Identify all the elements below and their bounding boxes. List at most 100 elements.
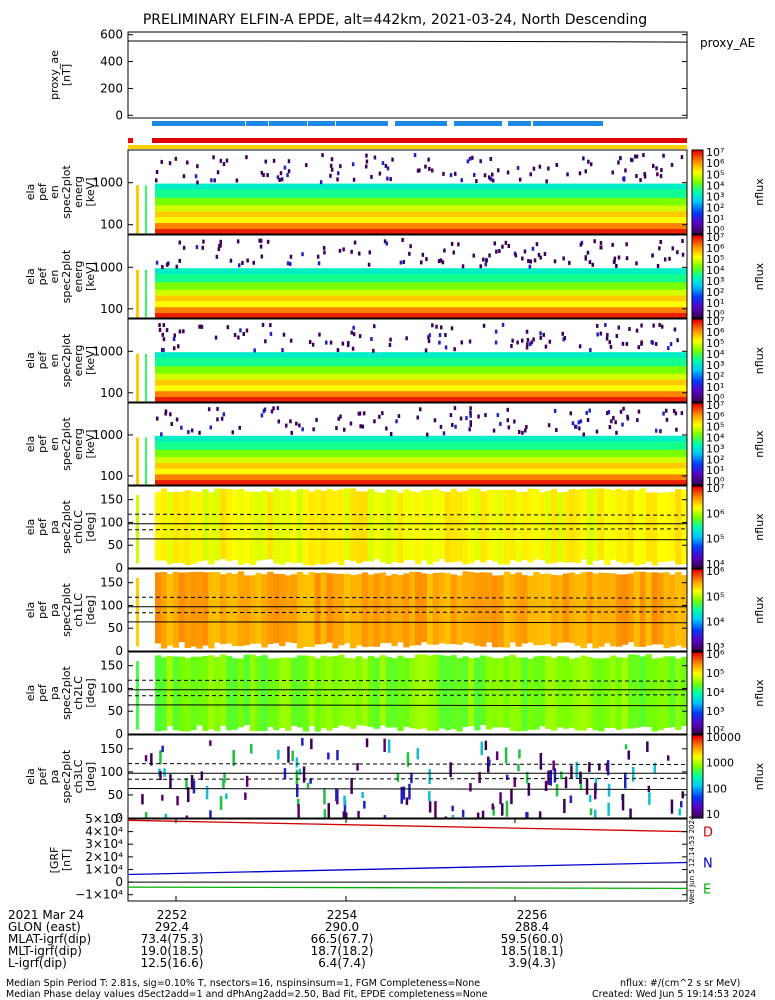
cbar-label-3-3: 10⁴ xyxy=(706,348,725,361)
cbar-seg-2-29 xyxy=(692,295,703,298)
cbar-seg-6-29 xyxy=(692,628,703,632)
cbar-seg-7-14 xyxy=(692,680,703,684)
en-pixel-1-45 xyxy=(532,166,536,171)
en-pixel-4-70 xyxy=(175,417,179,422)
en-pixel-2-72 xyxy=(488,253,491,258)
en-pixel-1-73 xyxy=(225,158,229,163)
en-pixel-4-56 xyxy=(358,411,362,416)
en-pixel-4-14 xyxy=(579,419,583,424)
pa-col-6-26 xyxy=(308,572,315,647)
cbar-label-1-1: 10⁶ xyxy=(706,157,725,170)
cbar-seg-5-13 xyxy=(692,512,703,516)
pa-col-7-64 xyxy=(533,656,540,730)
pa-col-6-16 xyxy=(249,575,256,644)
ylabel-2-0: ela xyxy=(24,268,37,285)
pa-pixel-8-119 xyxy=(244,792,247,800)
en-pixel-2-19 xyxy=(219,239,222,244)
cbar-seg-2-34 xyxy=(692,305,703,309)
cbar-seg-5-38 xyxy=(692,563,703,567)
cbar-seg-3-38 xyxy=(692,397,703,401)
pa-col-7-53 xyxy=(468,658,475,727)
en-pixel-2-50 xyxy=(617,255,621,260)
en-pixel-3-68 xyxy=(308,340,312,344)
pa-col-7-81 xyxy=(633,654,641,728)
en-pixel-1-20 xyxy=(330,167,334,172)
en-pixel-3-74 xyxy=(589,348,592,353)
pa-col-5-36 xyxy=(367,489,375,562)
footer-cell-4-0: L-igrf(dip) xyxy=(8,956,67,970)
ylabel-5-2: pa xyxy=(48,520,61,534)
pa-pixel-8-58 xyxy=(357,810,360,823)
pa-pixel-8-52 xyxy=(428,801,432,813)
cbar-label-1-5: 10² xyxy=(706,202,724,215)
cbar-seg-4-26 xyxy=(692,456,703,459)
cbar-seg-3-16 xyxy=(692,352,703,355)
en-pixel-1-92 xyxy=(386,166,390,171)
cbar-label-8-0: 10000 xyxy=(706,731,741,744)
cbar-seg-1-35 xyxy=(692,223,703,227)
cbar-seg-8-22 xyxy=(692,780,703,784)
cbar-label-1-3: 10⁴ xyxy=(706,179,725,192)
en-pixel-2-41 xyxy=(452,250,455,255)
pa-col-6-0 xyxy=(155,572,162,644)
pa-col-5-77 xyxy=(610,489,617,560)
en-pixel-4-22 xyxy=(220,416,224,421)
pa-col-6-45 xyxy=(421,573,428,643)
cbar-seg-8-18 xyxy=(692,772,703,776)
ytick-8-2: 50 xyxy=(108,788,123,802)
pa-pixel-8-36 xyxy=(624,744,628,750)
cbar-label-4-4: 10³ xyxy=(706,442,724,455)
en-pixel-2-17 xyxy=(539,255,542,260)
en-pixel-4-17 xyxy=(416,415,419,420)
pa-col-6-83 xyxy=(645,572,652,646)
pa-col-5-49 xyxy=(444,492,451,563)
ylabel-4-1: pef xyxy=(36,434,49,453)
pa-col-7-37 xyxy=(373,657,380,729)
pa-col-5-0 xyxy=(155,492,162,561)
pa-col-6-36 xyxy=(367,574,375,647)
en-pixel-3-115 xyxy=(438,340,441,345)
pa-pixel-8-38 xyxy=(510,788,513,805)
cbar-seg-3-4 xyxy=(692,327,703,330)
pa-col-7-85 xyxy=(657,657,664,731)
pa-pixel-8-4 xyxy=(144,755,148,762)
cbar-title-2: nflux xyxy=(753,262,766,290)
pa-col-6-53 xyxy=(468,572,475,644)
en-pixel-4-74 xyxy=(575,425,578,429)
en-band-1-4 xyxy=(155,211,687,218)
pa-col-5-12 xyxy=(225,489,233,561)
pa-col-5-34 xyxy=(356,491,363,564)
en-pixel-1-19 xyxy=(305,163,308,168)
cbar-seg-8-36 xyxy=(692,809,703,813)
cbar-seg-6-12 xyxy=(692,593,703,597)
pa-col-5-58 xyxy=(497,489,505,565)
ylabel-4-0: ela xyxy=(24,436,37,453)
pa-pixel-8-110 xyxy=(579,771,582,784)
cbar-seg-1-11 xyxy=(692,173,703,176)
cbar-label-7-2: 10⁴ xyxy=(706,686,725,699)
en-pixel-3-14 xyxy=(347,341,350,345)
ytick-9-5: 0 xyxy=(115,875,123,889)
pa-col-5-31 xyxy=(338,489,345,566)
cbar-seg-3-8 xyxy=(692,335,703,339)
ylabel-6-4: ch1LC xyxy=(72,593,85,627)
en-pixel-2-74 xyxy=(671,246,674,251)
cbar-seg-3-14 xyxy=(692,348,703,351)
pa-pixel-8-142 xyxy=(250,743,253,754)
status-yellow-bar xyxy=(128,145,687,149)
en-pixel-1-33 xyxy=(635,174,638,178)
ytick-2-0: 1000 xyxy=(92,260,123,274)
en-pixel-4-114 xyxy=(359,424,362,429)
cbar-frame-4 xyxy=(691,402,704,486)
en-pixel-3-47 xyxy=(435,324,438,329)
cbar-seg-4-0 xyxy=(692,403,703,406)
en-pixel-4-44 xyxy=(555,428,558,432)
en-pixel-3-66 xyxy=(615,334,619,338)
pa-pixel-8-146 xyxy=(205,785,209,800)
pa-pixel-8-116 xyxy=(588,795,592,803)
cbar-seg-6-11 xyxy=(692,591,703,595)
pa-col-5-60 xyxy=(509,489,516,561)
pa-pixel-8-61 xyxy=(499,792,502,805)
cbar-seg-1-31 xyxy=(692,215,703,218)
